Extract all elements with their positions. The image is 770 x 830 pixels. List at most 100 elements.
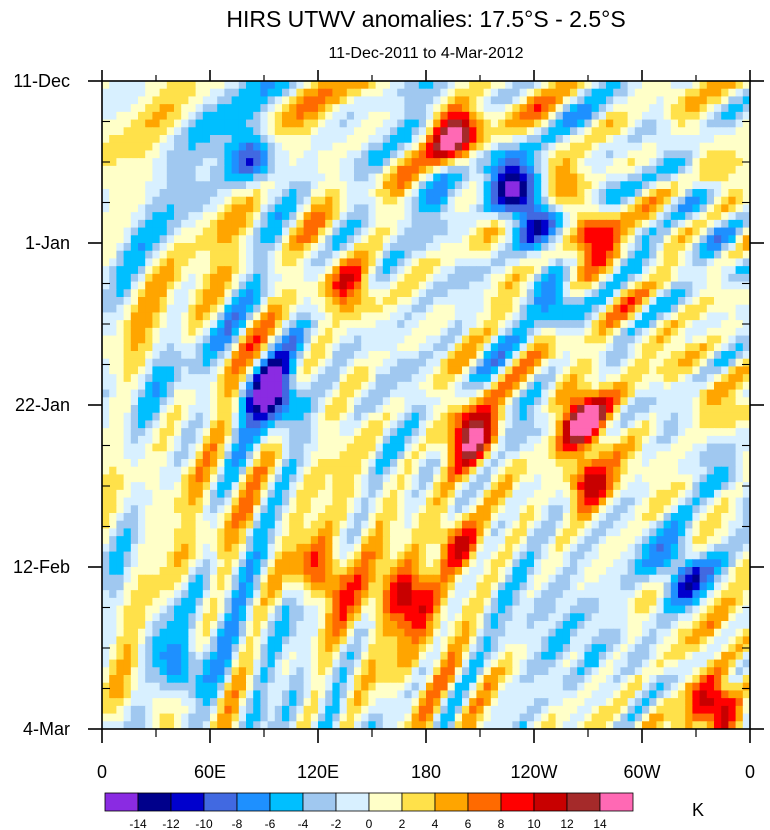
field-cell	[613, 235, 621, 244]
field-cell	[483, 135, 492, 144]
field-cell	[382, 135, 391, 144]
field-cell	[433, 366, 441, 375]
field-cell	[469, 189, 477, 198]
field-cell	[361, 343, 369, 352]
field-cell	[282, 304, 290, 314]
field-cell	[483, 212, 492, 221]
field-cell	[505, 81, 513, 90]
field-cell	[138, 181, 146, 190]
field-cell	[188, 443, 197, 452]
field-cell	[289, 381, 297, 391]
field-cell	[130, 497, 139, 506]
field-cell	[642, 297, 650, 306]
field-cell	[584, 343, 593, 352]
field-cell	[202, 142, 211, 152]
field-cell	[699, 119, 708, 128]
field-cell	[382, 505, 391, 514]
field-cell	[289, 466, 297, 476]
field-cell	[310, 173, 319, 182]
field-cell	[382, 189, 391, 198]
field-cell	[591, 420, 600, 429]
field-cell	[282, 474, 290, 483]
field-cell	[642, 204, 650, 213]
field-cell	[202, 351, 211, 360]
field-cell	[627, 374, 636, 383]
field-cell	[361, 227, 369, 236]
field-cell	[174, 312, 182, 321]
field-cell	[462, 412, 470, 422]
field-cell	[685, 119, 693, 128]
field-cell	[145, 189, 153, 198]
field-cell	[260, 466, 269, 476]
field-cell	[318, 281, 326, 290]
field-cell	[584, 158, 593, 167]
field-cell	[642, 435, 650, 445]
field-cell	[238, 420, 247, 429]
field-cell	[678, 428, 686, 437]
field-cell	[418, 96, 427, 105]
field-cell	[116, 320, 125, 329]
field-cell	[678, 358, 686, 368]
field-cell	[289, 158, 297, 167]
field-cell	[670, 119, 679, 128]
field-cell	[332, 351, 341, 360]
field-cell	[454, 381, 463, 391]
field-cell	[584, 489, 593, 499]
field-cell	[375, 81, 384, 90]
field-cell	[447, 420, 456, 429]
field-cell	[145, 358, 153, 368]
field-cell	[332, 312, 341, 321]
field-cell	[519, 81, 528, 90]
field-cell	[260, 273, 269, 283]
field-cell	[447, 189, 456, 198]
field-cell	[584, 142, 593, 152]
field-cell	[627, 412, 636, 422]
field-cell	[267, 343, 276, 352]
field-cell	[138, 243, 146, 252]
field-cell	[447, 451, 456, 460]
field-cell	[598, 327, 607, 337]
field-cell	[382, 358, 391, 368]
field-cell	[577, 297, 585, 306]
field-cell	[692, 189, 701, 198]
field-cell	[411, 96, 420, 105]
field-cell	[728, 297, 737, 306]
field-cell	[238, 196, 247, 206]
field-cell	[159, 397, 168, 406]
field-cell	[728, 142, 737, 152]
field-cell	[195, 327, 204, 337]
field-cell	[541, 474, 549, 483]
field-cell	[634, 142, 643, 152]
field-cell	[267, 150, 276, 159]
field-cell	[310, 104, 319, 113]
field-cell	[440, 289, 449, 298]
field-cell	[721, 381, 729, 391]
field-cell	[692, 312, 701, 321]
field-cell	[361, 104, 369, 113]
field-cell	[116, 88, 125, 98]
field-cell	[721, 181, 729, 190]
field-cell	[159, 343, 168, 352]
field-cell	[217, 505, 225, 514]
field-cell	[339, 366, 348, 375]
field-cell	[433, 459, 441, 468]
field-cell	[238, 459, 247, 468]
field-cell	[346, 135, 355, 144]
field-cell	[310, 281, 319, 290]
field-cell	[440, 389, 449, 398]
field-cell	[584, 497, 593, 506]
field-cell	[598, 489, 607, 499]
field-cell	[109, 243, 117, 252]
field-cell	[606, 489, 614, 499]
field-cell	[433, 435, 441, 445]
field-cell	[397, 351, 405, 360]
field-cell	[541, 250, 549, 260]
field-cell	[490, 204, 499, 213]
field-cell	[411, 196, 420, 206]
field-cell	[181, 204, 189, 213]
field-cell	[555, 482, 564, 491]
field-cell	[267, 374, 276, 383]
field-cell	[346, 389, 355, 398]
field-cell	[289, 482, 297, 491]
field-cell	[490, 489, 499, 499]
